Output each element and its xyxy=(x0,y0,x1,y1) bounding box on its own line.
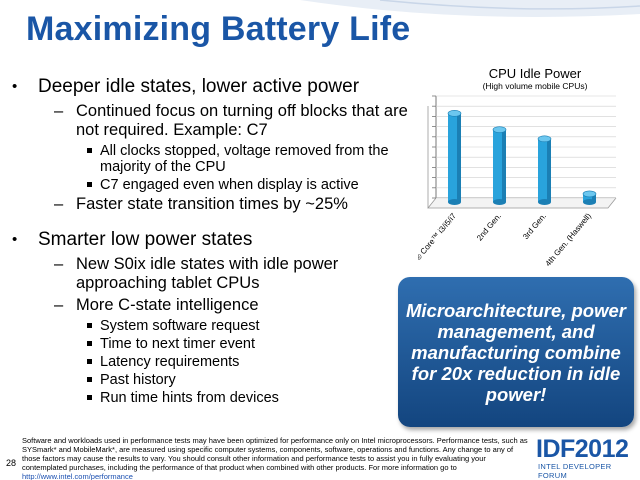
chart-floor xyxy=(427,197,617,209)
chart-bar xyxy=(492,126,507,205)
page-number: 28 xyxy=(6,458,17,468)
bar-shade xyxy=(547,138,551,202)
bar-base xyxy=(583,199,596,205)
bar-top xyxy=(582,190,597,198)
bullet-level2: – Faster state transition times by ~25% xyxy=(54,195,348,213)
bar-shade xyxy=(502,129,506,202)
performance-link[interactable]: http://www.intel.com/performance xyxy=(22,472,133,480)
bullet-level3: Run time hints from devices xyxy=(10,390,410,406)
bullet-text: New S0ix idle states with idle power app… xyxy=(76,255,339,292)
bullet-level3: Past history xyxy=(10,372,410,388)
bullet-text: Smarter low power states xyxy=(38,229,253,250)
bullet-level2: – More C-state intelligence xyxy=(54,296,259,314)
slide-title: Maximizing Battery Life xyxy=(26,10,411,48)
bullet-text: Time to next timer event xyxy=(100,336,255,352)
chart-category-label: 2nd Gen. xyxy=(475,212,503,243)
bullet-level3: All clocks stopped, voltage removed from… xyxy=(10,143,410,175)
bullet-text: More C-state intelligence xyxy=(76,296,259,314)
chart-bar xyxy=(582,190,597,205)
bullet-text: All clocks stopped, voltage removed from… xyxy=(100,143,389,175)
bullet-level1: • Smarter low power states xyxy=(12,229,253,250)
bullet-level3: C7 engaged even when display is active xyxy=(10,177,410,193)
bullet-text: Continued focus on turning off blocks th… xyxy=(76,102,408,139)
bullet-level3: Time to next timer event xyxy=(10,336,410,352)
chart-category-label: 3rd Gen. xyxy=(521,212,548,242)
footer-disclaimer: Software and workloads used in performan… xyxy=(22,436,532,480)
bullet-level3: Latency requirements xyxy=(10,354,410,370)
bullet-level3: System software request xyxy=(10,318,410,334)
idf-tagline: INTEL DEVELOPER FORUM xyxy=(538,462,612,480)
bullet-text: Faster state transition times by ~25% xyxy=(76,195,348,213)
chart-subtitle: (High volume mobile CPUs) xyxy=(482,81,588,91)
bar-shade xyxy=(457,113,461,202)
bar-body xyxy=(583,193,596,202)
callout-text: Microarchitecture, power management, and… xyxy=(405,299,626,405)
idf-logo: IDF2012 xyxy=(536,435,629,463)
disclaimer-text: Software and workloads used in performan… xyxy=(22,436,528,472)
bar-top xyxy=(492,126,507,133)
bullet-level1: • Deeper idle states, lower active power xyxy=(12,76,360,97)
chart-category-label: 4th Gen. (Haswell) xyxy=(544,211,594,268)
more-info-text: For more information go to xyxy=(368,463,457,472)
bullet-list: • Deeper idle states, lower active power … xyxy=(10,76,410,408)
decorative-swoosh xyxy=(300,0,640,17)
bullet-text: C7 engaged even when display is active xyxy=(100,177,359,193)
chart-bar xyxy=(537,135,552,205)
chart-category-label: Intel ® Core™ i3/i5/i7 xyxy=(418,211,458,276)
bar-base xyxy=(448,199,461,205)
bar-shade xyxy=(592,193,596,202)
callout-box: Microarchitecture, power management, and… xyxy=(398,277,634,427)
chart-title: CPU Idle Power xyxy=(488,66,582,81)
bullet-text: Latency requirements xyxy=(100,354,240,370)
bullet-level2: – New S0ix idle states with idle power ap… xyxy=(54,255,339,292)
bullet-text: Deeper idle states, lower active power xyxy=(38,76,360,97)
chart-bar xyxy=(447,110,462,205)
bar-top xyxy=(447,110,462,117)
bullet-level2: – Continued focus on turning off blocks t… xyxy=(54,102,408,139)
bar-base xyxy=(493,199,506,205)
bullet-text: Run time hints from devices xyxy=(100,390,279,406)
bullet-text: System software request xyxy=(100,318,260,334)
bullet-text: Past history xyxy=(100,372,176,388)
idle-power-chart: Intel ® Core™ i3/i5/i7 2nd Gen. 3rd Gen.4t… xyxy=(418,95,617,276)
bar-base xyxy=(538,199,551,205)
bar-top xyxy=(537,135,552,143)
